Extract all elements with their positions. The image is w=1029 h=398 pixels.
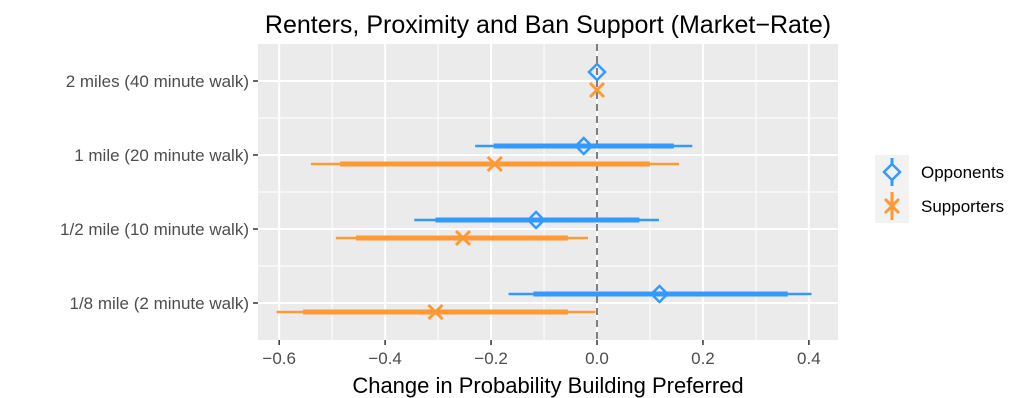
y-tick-label: 1 mile (20 minute walk) — [74, 146, 249, 165]
point-markers — [427, 62, 670, 321]
diamond-marker-opponents — [526, 210, 546, 230]
x-tick-label: −0.4 — [368, 349, 402, 368]
x-marker-supporters — [588, 81, 606, 99]
legend-diamond-icon — [882, 162, 902, 182]
x-marker-stroke — [454, 229, 472, 247]
x-tick-label: −0.2 — [474, 349, 508, 368]
diamond-marker-opponents — [573, 136, 594, 156]
x-marker-supporters — [454, 229, 472, 247]
x-marker-stroke — [486, 155, 503, 173]
chart-title: Renters, Proximity and Ban Support (Mark… — [265, 11, 831, 39]
major-gridlines — [258, 44, 838, 340]
legend-label: Supporters — [921, 197, 1004, 216]
x-tick-label: −0.6 — [262, 349, 296, 368]
x-tick-label: 0.4 — [797, 349, 821, 368]
y-tick-label: 1/2 mile (10 minute walk) — [60, 220, 249, 239]
minor-gridlines — [258, 44, 838, 340]
x-tick-label: 0.0 — [585, 349, 609, 368]
x-marker-stroke — [588, 81, 606, 99]
x-marker-stroke — [427, 303, 444, 321]
diamond-marker-opponents — [649, 284, 670, 304]
legend-x-icon — [883, 197, 901, 215]
x-axis: −0.6 −0.4 −0.2 0.0 0.2 0.4 — [262, 340, 821, 368]
x-axis-title: Change in Probability Building Preferred — [352, 373, 743, 398]
x-marker-supporters — [427, 303, 444, 321]
legend: Opponents Supporters — [875, 155, 1004, 223]
x-tick-label: 0.2 — [691, 349, 715, 368]
legend-label: Opponents — [921, 163, 1004, 182]
y-axis: 2 miles (40 minute walk) 1 mile (20 minut… — [60, 72, 258, 313]
x-marker-supporters — [486, 155, 503, 173]
y-tick-label: 1/8 mile (2 minute walk) — [69, 294, 249, 313]
diamond-marker-opponents — [587, 62, 607, 82]
y-tick-label: 2 miles (40 minute walk) — [66, 72, 249, 91]
